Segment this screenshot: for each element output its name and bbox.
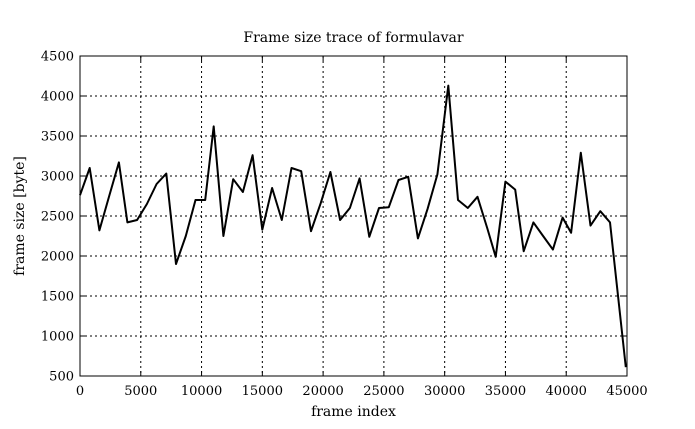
series-line-0 [79,84,627,368]
y-tick-label: 1500 [41,290,74,305]
x-tick-label: 20000 [302,384,343,399]
plot-frame [79,55,628,377]
x-tick-label: 45000 [606,384,647,399]
x-tick-label: 10000 [181,384,222,399]
x-tick-label: 40000 [546,384,587,399]
x-tick-label: 0 [76,384,84,399]
y-tick-label: 4500 [41,50,74,65]
x-axis-label: frame index [311,404,396,420]
y-tick-label: 3500 [41,130,74,145]
y-tick-label: 2500 [41,210,74,225]
axis-ticks [79,55,628,377]
x-axis-tick-labels: 0 5000 10000 15000 20000 25000 30000 35000 40000… [76,384,648,399]
x-tick-label: 25000 [363,384,404,399]
y-tick-label: 2000 [41,250,74,265]
x-tick-label: 30000 [424,384,465,399]
y-tick-label: 1000 [41,330,74,345]
y-axis-tick-labels: 500 1000 1500 2000 2500 3000 3500 4000 4500 [41,50,74,385]
y-tick-label: 500 [49,370,74,385]
x-tick-label: 35000 [485,384,526,399]
y-axis-label: frame size [byte] [12,156,28,276]
grid [80,56,627,376]
y-tick-label: 4000 [41,90,74,105]
y-tick-label: 3000 [41,170,74,185]
series-group [79,84,627,368]
x-tick-label: 15000 [242,384,283,399]
chart-title: Frame size trace of formulavar [243,30,464,46]
x-tick-label: 5000 [124,384,157,399]
